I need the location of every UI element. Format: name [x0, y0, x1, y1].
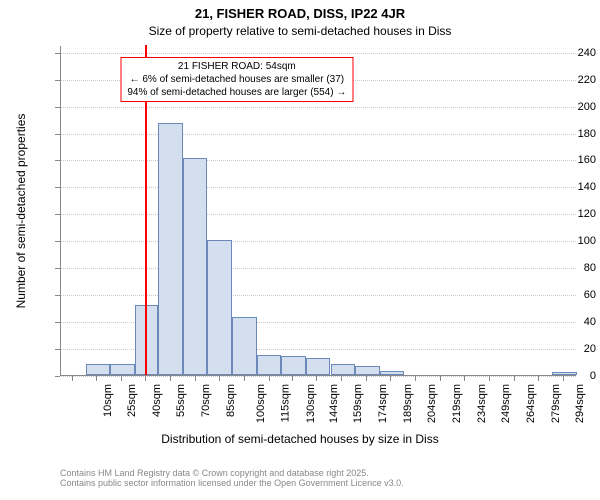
x-tick-label: 40sqm	[151, 384, 163, 417]
histogram-bar	[355, 366, 380, 375]
gridline-h	[61, 107, 576, 108]
x-tick-label: 204sqm	[426, 384, 438, 423]
histogram-bar	[281, 356, 306, 375]
x-tick-label: 159sqm	[352, 384, 364, 423]
gridline-h	[61, 268, 576, 269]
x-tick-label: 55sqm	[175, 384, 187, 417]
x-tick-label: 219sqm	[451, 384, 463, 423]
y-tick-label: 0	[542, 370, 596, 382]
annotation-line: 21 FISHER ROAD: 54sqm	[127, 60, 346, 73]
y-tick-label: 60	[542, 289, 596, 301]
x-tick-label: 70sqm	[200, 384, 212, 417]
y-tick-label: 220	[542, 74, 596, 86]
y-tick-label: 100	[542, 235, 596, 247]
histogram-bar	[257, 355, 282, 375]
y-tick-label: 40	[542, 316, 596, 328]
gridline-h	[61, 187, 576, 188]
x-tick-label: 279sqm	[550, 384, 562, 423]
x-tick-label: 264sqm	[525, 384, 537, 423]
y-axis-title: Number of semi-detached properties	[14, 46, 28, 376]
x-tick-label: 10sqm	[102, 384, 114, 417]
footer-line: Contains HM Land Registry data © Crown c…	[60, 468, 600, 478]
gridline-h	[61, 241, 576, 242]
histogram-bar	[110, 364, 135, 375]
gridline-h	[61, 214, 576, 215]
histogram-bar	[207, 240, 232, 375]
histogram-bar	[331, 364, 356, 375]
y-tick-label: 180	[542, 128, 596, 140]
x-tick-label: 189sqm	[402, 384, 414, 423]
histogram-bar	[158, 123, 183, 375]
gridline-h	[61, 376, 576, 377]
x-tick-label: 249sqm	[500, 384, 512, 423]
y-tick-label: 140	[542, 181, 596, 193]
x-tick-label: 234sqm	[476, 384, 488, 423]
y-tick-label: 120	[542, 208, 596, 220]
gridline-h	[61, 160, 576, 161]
annotation-line: 94% of semi-detached houses are larger (…	[127, 86, 346, 99]
y-tick-label: 200	[542, 101, 596, 113]
histogram-bar	[183, 158, 208, 375]
annotation-line: ← 6% of semi-detached houses are smaller…	[127, 73, 346, 86]
y-tick-label: 80	[542, 262, 596, 274]
x-tick-label: 294sqm	[574, 384, 586, 423]
histogram-bar	[380, 371, 405, 375]
x-tick-label: 130sqm	[305, 384, 317, 423]
histogram-bar	[306, 358, 331, 376]
chart-subtitle: Size of property relative to semi-detach…	[0, 24, 600, 38]
gridline-h	[61, 134, 576, 135]
x-axis-title: Distribution of semi-detached houses by …	[0, 432, 600, 446]
histogram-bar	[86, 364, 111, 375]
y-tick-label: 20	[542, 343, 596, 355]
plot-area: 21 FISHER ROAD: 54sqm← 6% of semi-detach…	[60, 46, 576, 376]
histogram-bar	[232, 317, 257, 375]
histogram-chart: 21, FISHER ROAD, DISS, IP22 4JR Size of …	[0, 0, 600, 500]
chart-footer: Contains HM Land Registry data © Crown c…	[0, 468, 600, 488]
y-tick-label: 240	[542, 47, 596, 59]
chart-title: 21, FISHER ROAD, DISS, IP22 4JR	[0, 6, 600, 21]
x-tick-label: 85sqm	[225, 384, 237, 417]
x-tick-label: 25sqm	[126, 384, 138, 417]
gridline-h	[61, 53, 576, 54]
annotation-box: 21 FISHER ROAD: 54sqm← 6% of semi-detach…	[120, 57, 353, 102]
x-tick-label: 100sqm	[256, 384, 268, 423]
footer-line: Contains public sector information licen…	[60, 478, 600, 488]
gridline-h	[61, 295, 576, 296]
x-tick-label: 174sqm	[377, 384, 389, 423]
y-tick-label: 160	[542, 154, 596, 166]
x-tick-label: 144sqm	[328, 384, 340, 423]
x-tick-label: 115sqm	[279, 384, 291, 422]
